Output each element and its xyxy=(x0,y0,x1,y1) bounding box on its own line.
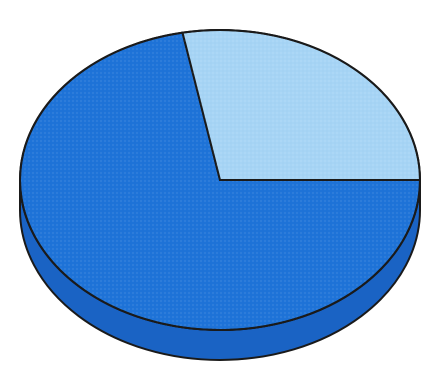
pie-slice-1-texture xyxy=(19,32,421,331)
pie-slice-2-texture xyxy=(182,30,420,180)
pie-top-outline xyxy=(19,29,421,331)
pie-slices xyxy=(19,29,422,331)
